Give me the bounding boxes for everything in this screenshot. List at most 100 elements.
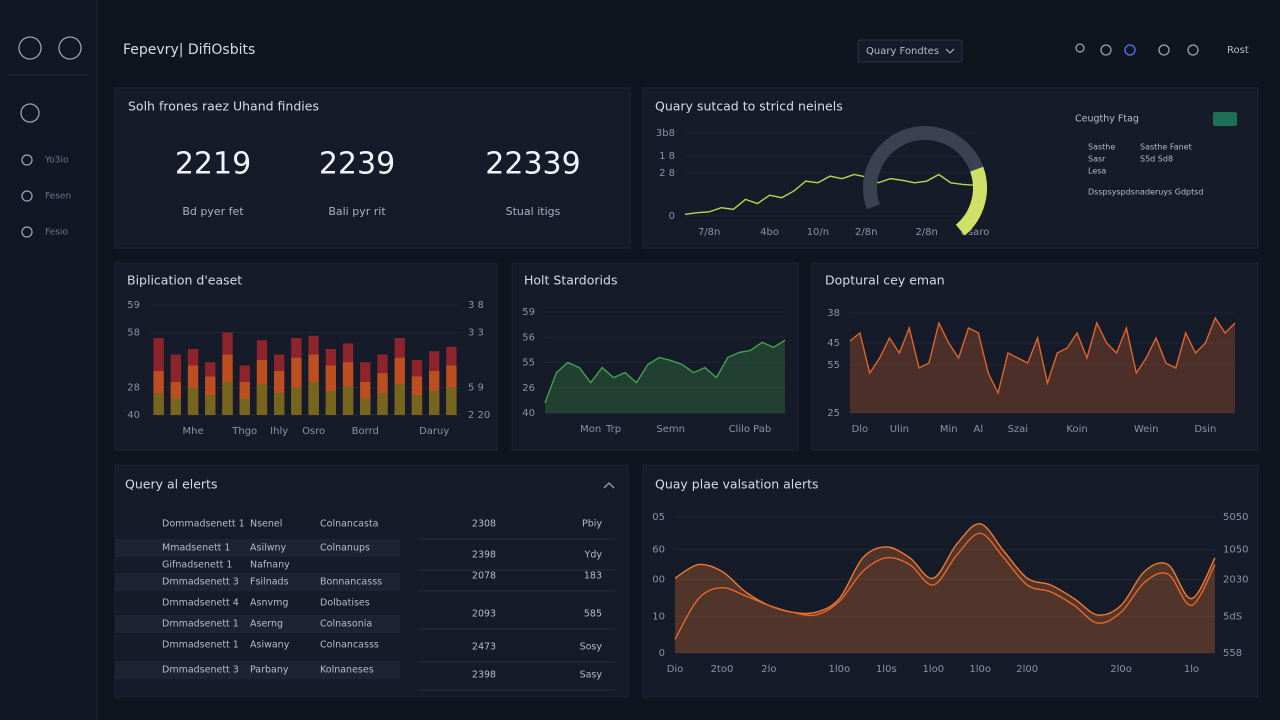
x-tick-label: Usaro (961, 227, 990, 238)
bar (170, 398, 181, 415)
nav-icon[interactable] (21, 226, 33, 238)
x-tick-label: Dio (667, 664, 684, 675)
panel (811, 262, 1259, 451)
icon[interactable] (1100, 44, 1112, 56)
bar (325, 365, 336, 415)
y-tick-label: 45 (827, 338, 840, 349)
table-cell: Colnancasta (320, 519, 379, 530)
table-cell: Asiwany (250, 640, 290, 651)
nav-icon[interactable] (21, 154, 33, 166)
table-cell: Colnanups (320, 543, 370, 554)
panel (511, 262, 799, 451)
nav-icon[interactable] (20, 103, 40, 123)
y2-tick-label: 5050 (1223, 512, 1248, 523)
y-tick-label: 28 (127, 383, 140, 394)
y-tick-label: 10 (652, 611, 665, 622)
x-tick-label: 1l0s (876, 664, 897, 675)
row-stripe (115, 661, 400, 679)
logo-icon[interactable] (18, 36, 42, 60)
x-tick-label: 2/8n (855, 227, 877, 238)
y-tick-label: 2 8 (659, 168, 675, 179)
x-tick-label: 2/8n (915, 227, 937, 238)
table-cell: Nafnany (250, 560, 290, 571)
panel-title: Quay plae valsation alerts (655, 477, 819, 492)
y-tick-label: 38 (827, 308, 840, 319)
bar (205, 395, 216, 415)
table-cell: 2093 (472, 609, 496, 620)
x-tick-label: Min (940, 424, 958, 435)
gauge-value (955, 166, 987, 236)
x-tick-label: Al (974, 424, 984, 435)
dropdown-label[interactable]: Quary Fondtes (866, 46, 939, 57)
y2-tick-label: 2 20 (468, 410, 490, 421)
panel-title: Solh frones raez Uhand findies (128, 99, 319, 114)
table-cell: Asnvmg (250, 598, 288, 609)
search-icon[interactable] (1075, 43, 1085, 53)
legend-item: Lesa (1088, 167, 1106, 176)
table-cell: Colnancasss (320, 640, 379, 651)
x-tick-label: 1l0o (829, 664, 851, 675)
y-tick-label: 00 (652, 575, 665, 586)
table-cell: 183 (584, 571, 602, 582)
line (849, 316, 1236, 396)
table-cell: Dmmadsenett 3 (162, 577, 239, 588)
collapse-caret[interactable] (603, 482, 615, 489)
y-tick-label: 1 8 (659, 151, 675, 162)
line (684, 173, 976, 216)
y2-tick-label: 558 (1223, 648, 1242, 659)
nav-icon[interactable] (21, 190, 33, 202)
table-cell: 2473 (472, 642, 496, 653)
panel-title: Biplication d'easet (127, 273, 242, 288)
table-cell: Dolbatises (320, 598, 370, 609)
bar (342, 386, 354, 415)
table-cell: Bonnancasss (320, 577, 382, 588)
x-tick-label: Osro (302, 426, 325, 437)
legend-title: Ceugthy Ftag (1075, 114, 1139, 125)
icon[interactable] (1158, 44, 1170, 56)
table-cell: Ydy (584, 550, 603, 561)
y2-tick-label: 5dS (1223, 611, 1242, 622)
row-stripe (115, 615, 400, 633)
legend-item: Sasthe Fanet (1140, 143, 1192, 152)
x-tick-label: Clilo (729, 424, 750, 435)
y2-tick-label: 3 3 (468, 328, 484, 339)
logo-icon[interactable] (58, 36, 82, 60)
bar (446, 387, 457, 415)
row-stripe (115, 539, 400, 557)
table-cell: Fsilnads (250, 577, 289, 588)
y-tick-label: 56 (522, 332, 535, 343)
panel (642, 87, 1259, 249)
icon[interactable] (1187, 44, 1199, 56)
x-tick-label: 1lo (1184, 664, 1199, 675)
bar (274, 393, 285, 415)
user-name[interactable]: Rost (1227, 45, 1249, 56)
x-tick-label: 1l0o (969, 664, 991, 675)
dropdown[interactable] (857, 39, 963, 63)
x-tick-label: 7/8n (698, 227, 720, 238)
x-tick-label: Szai (1008, 424, 1029, 435)
y-tick-label: 59 (522, 307, 535, 318)
line (674, 532, 1216, 640)
table-cell: 2078 (472, 571, 496, 582)
y2-tick-label: 2030 (1223, 575, 1248, 586)
y-tick-label: 26 (522, 383, 535, 394)
dropdown-caret (945, 48, 955, 54)
table-cell: Aserng (250, 619, 283, 630)
table-cell: Dmmadsenett 3 (162, 665, 239, 676)
x-tick-label: Ihly (270, 426, 288, 437)
y-tick-label: 58 (127, 328, 140, 339)
table-cell: Sosy (580, 642, 603, 653)
icon[interactable] (1124, 44, 1136, 56)
row-stripe (115, 573, 400, 591)
x-tick-label: Pab (753, 424, 771, 435)
y-tick-label: 0 (659, 648, 665, 659)
x-tick-label: Daruy (419, 426, 449, 437)
bar (239, 398, 250, 415)
line (544, 339, 786, 404)
table-cell: Dommadsenett 1 (162, 519, 245, 530)
panel-title: Holt Stardorids (524, 273, 617, 288)
legend-item: Dsspsyspdsnaderuys Gdptsd (1088, 188, 1203, 197)
panel-title: Doptural cey eman (825, 273, 945, 288)
x-tick-label: Dlo (852, 424, 869, 435)
